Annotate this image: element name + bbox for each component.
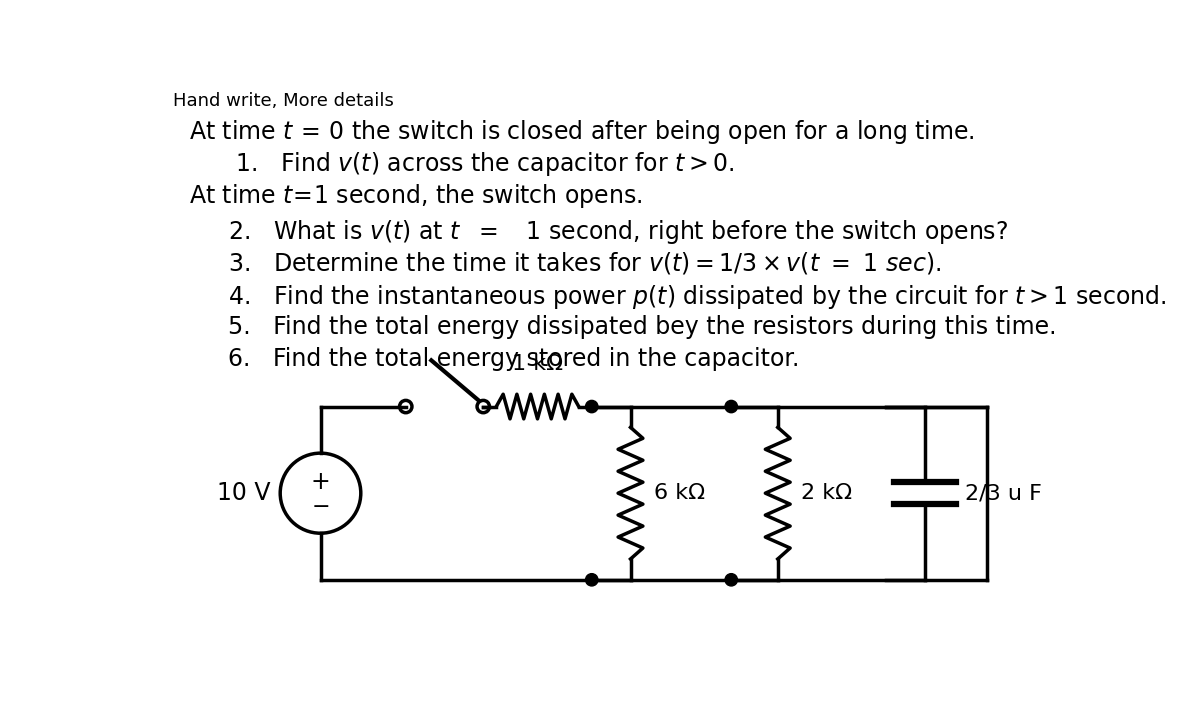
Text: 2/3 u F: 2/3 u F [965, 483, 1042, 503]
Circle shape [586, 400, 598, 413]
Text: 4.   Find the instantaneous power $p(t)$ dissipated by the circuit for $t > 1$ s: 4. Find the instantaneous power $p(t)$ d… [228, 283, 1166, 310]
Text: Hand write, More details: Hand write, More details [173, 92, 394, 110]
Text: −: − [311, 497, 330, 517]
Circle shape [725, 573, 738, 586]
Text: 1 kΩ: 1 kΩ [512, 355, 563, 374]
Text: At time $t\!=\!1$ second, the switch opens.: At time $t\!=\!1$ second, the switch ope… [188, 183, 642, 210]
Text: 1.   Find $v(t)$ across the capacitor for $t > 0$.: 1. Find $v(t)$ across the capacitor for … [235, 150, 734, 178]
Text: 6.   Find the total energy stored in the capacitor.: 6. Find the total energy stored in the c… [228, 347, 799, 371]
Text: 3.   Determine the time it takes for $v(t) = 1/3 \times v(t\ =\ 1\ sec)$.: 3. Determine the time it takes for $v(t)… [228, 250, 941, 276]
Text: 2.   What is $v(t)$ at $t\ \ =\ \ $ 1 second, right before the switch opens?: 2. What is $v(t)$ at $t\ \ =\ \ $ 1 seco… [228, 218, 1008, 246]
Text: At time $t\,=\,0$ the switch is closed after being open for a long time.: At time $t\,=\,0$ the switch is closed a… [188, 117, 974, 146]
Text: 10 V: 10 V [217, 481, 270, 505]
Text: 6 kΩ: 6 kΩ [654, 483, 704, 503]
Text: 2 kΩ: 2 kΩ [802, 483, 852, 503]
Text: +: + [311, 471, 330, 494]
Text: 5.   Find the total energy dissipated bey the resistors during this time.: 5. Find the total energy dissipated bey … [228, 315, 1056, 339]
Circle shape [586, 573, 598, 586]
Circle shape [725, 400, 738, 413]
